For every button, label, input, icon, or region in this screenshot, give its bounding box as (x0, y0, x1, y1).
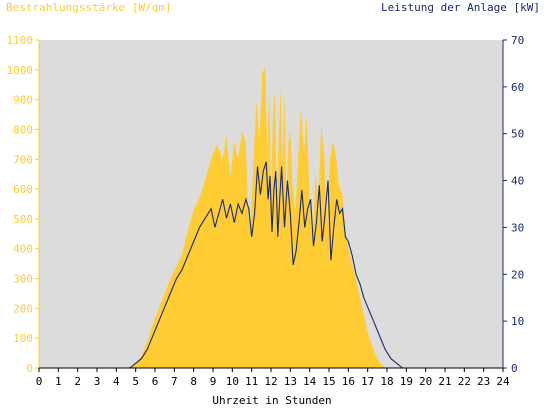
y-left-tick-label: 800 (13, 123, 33, 136)
y-right-tick-label: 20 (511, 268, 524, 281)
x-tick-label: 19 (400, 375, 413, 388)
y-left-tick-label: 1100 (7, 34, 34, 47)
x-tick-label: 18 (380, 375, 393, 388)
y-right-tick-label: 40 (511, 175, 524, 188)
x-tick-label: 14 (303, 375, 317, 388)
x-tick-label: 15 (322, 375, 335, 388)
y-right-tick-label: 70 (511, 34, 524, 47)
x-tick-label: 3 (94, 375, 101, 388)
x-tick-label: 0 (36, 375, 43, 388)
x-tick-label: 5 (132, 375, 139, 388)
x-tick-label: 23 (477, 375, 490, 388)
y-right-tick-label: 10 (511, 315, 524, 328)
y-left-tick-label: 400 (13, 243, 33, 256)
y-left-tick-label: 300 (13, 273, 33, 286)
x-tick-label: 6 (152, 375, 159, 388)
x-tick-label: 21 (438, 375, 451, 388)
x-tick-label: 8 (190, 375, 197, 388)
right-axis-title: Leistung der Anlage [kW] (381, 1, 540, 14)
x-tick-label: 12 (264, 375, 277, 388)
x-tick-label: 13 (284, 375, 297, 388)
x-axis-title: Uhrzeit in Stunden (212, 394, 332, 407)
x-tick-label: 9 (210, 375, 217, 388)
x-tick-label: 24 (496, 375, 510, 388)
x-tick-label: 1 (55, 375, 62, 388)
y-right-tick-label: 0 (511, 362, 518, 375)
y-left-tick-label: 0 (26, 362, 33, 375)
y-right-tick-label: 50 (511, 128, 524, 141)
y-left-tick-label: 500 (13, 213, 33, 226)
y-left-tick-label: 700 (13, 153, 33, 166)
y-left-tick-label: 200 (13, 302, 33, 315)
y-right-tick-label: 60 (511, 81, 524, 94)
x-tick-label: 10 (226, 375, 239, 388)
y-left-tick-label: 1000 (7, 64, 34, 77)
x-tick-label: 2 (74, 375, 81, 388)
y-left-tick-label: 900 (13, 94, 33, 107)
left-axis-title: Bestrahlungsstärke [W/qm] (6, 1, 172, 14)
y-left-tick-label: 100 (13, 332, 33, 345)
x-tick-label: 22 (458, 375, 471, 388)
x-tick-label: 7 (171, 375, 178, 388)
x-tick-label: 16 (342, 375, 355, 388)
x-tick-label: 4 (113, 375, 120, 388)
series-power-line (39, 161, 503, 369)
x-tick-label: 20 (419, 375, 432, 388)
y-right-tick-label: 30 (511, 221, 524, 234)
x-tick-label: 17 (361, 375, 374, 388)
y-left-tick-label: 600 (13, 183, 33, 196)
x-tick-label: 11 (245, 375, 258, 388)
